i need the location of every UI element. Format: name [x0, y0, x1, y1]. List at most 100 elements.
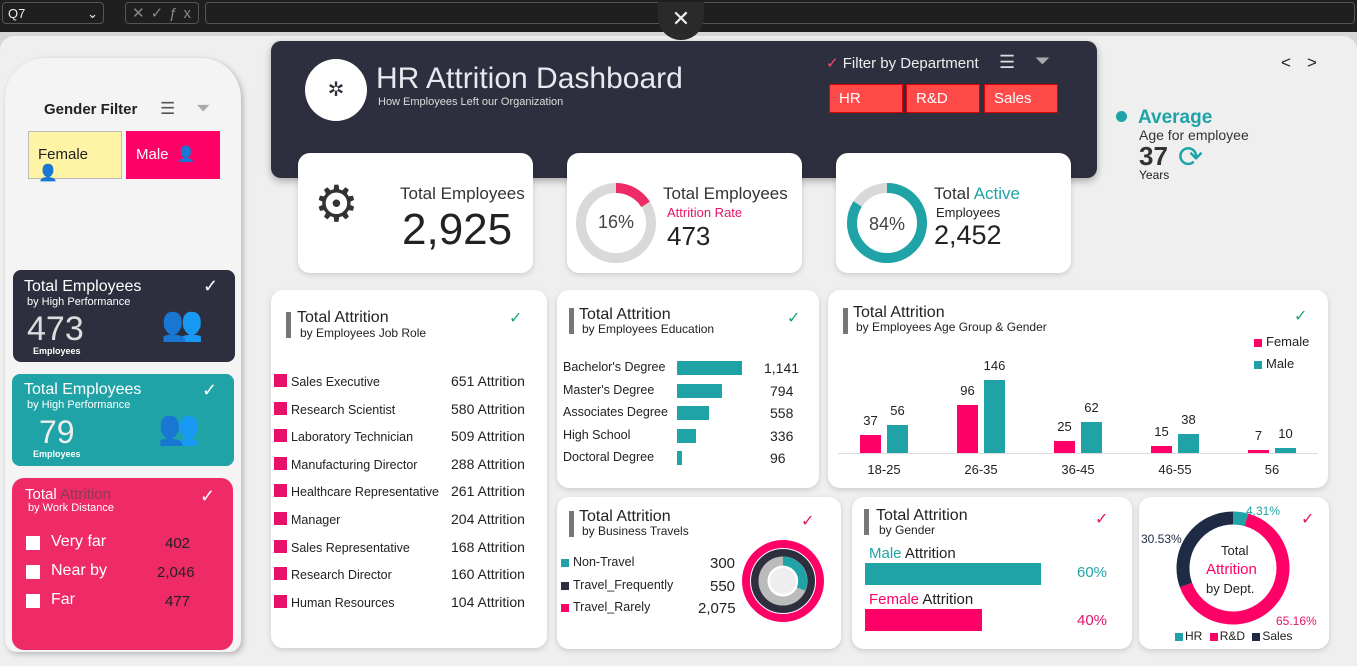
card-unit: Employees [33, 346, 81, 356]
female-label: Female [38, 146, 89, 163]
dept-filter-sales[interactable]: Sales [984, 84, 1058, 113]
age-gender-card: Total Attrition by Employees Age Group &… [828, 290, 1328, 488]
age-bar-female [957, 405, 978, 453]
high-performance-card-2[interactable]: Total Employees by High Performance 79 E… [12, 374, 234, 466]
filter-label: Filter by Department [842, 55, 979, 72]
job-role-value: 204 Attrition [451, 511, 525, 527]
job-role-name: Research Director [291, 568, 392, 583]
travel-label: Non-Travel [573, 555, 635, 569]
multi-select-icon[interactable]: ☰ [999, 52, 1016, 72]
distance-checkbox[interactable] [26, 565, 40, 579]
card-title: Total [25, 486, 57, 503]
check-icon[interactable]: ✓ [202, 380, 218, 400]
job-role-name: Sales Representative [291, 540, 410, 555]
prev-button[interactable]: < [1281, 53, 1291, 72]
bullet-icon [1116, 111, 1127, 122]
check-icon[interactable]: ✓ [1095, 511, 1109, 528]
check-icon[interactable]: ✓ [801, 513, 815, 530]
kpi-value: 2,925 [402, 205, 513, 254]
formula-icons[interactable]: ✕✓ƒx [125, 2, 199, 24]
legend-female: Female [1266, 334, 1310, 349]
label-suffix: Attrition [922, 591, 974, 608]
chevron-down-icon[interactable]: ⌄ [87, 6, 98, 21]
job-role-value: 261 Attrition [451, 483, 525, 500]
age-bar-male [887, 425, 908, 453]
card-subtitle: by Employees Education [582, 322, 715, 336]
card-subtitle: by Employees Age Group & Gender [856, 320, 1047, 334]
travel-label: Travel_Rarely [573, 600, 651, 614]
age-bar-female [1151, 445, 1172, 453]
edu-category: Doctoral Degree [563, 450, 655, 464]
row-swatch [274, 512, 287, 525]
hr-pct: 4.31% [1246, 504, 1281, 518]
bar-value: 25 [1057, 418, 1072, 434]
rd-pct: 65.16% [1276, 614, 1317, 628]
row-swatch [561, 581, 569, 590]
job-role-value: 509 Attrition [451, 428, 525, 445]
card-value: 79 [39, 414, 75, 450]
kpi-value: 473 [667, 221, 711, 251]
clear-filter-icon[interactable]: ⏷ [1035, 51, 1051, 72]
female-bar [865, 609, 983, 631]
bar-value: 10 [1278, 426, 1293, 441]
row-swatch [561, 559, 569, 567]
card-title: Total Employees [24, 381, 142, 398]
high-performance-card[interactable]: Total Employees by High Performance 473 … [13, 270, 235, 362]
edu-value: 558 [770, 405, 794, 421]
donut-center-text: Total [1221, 543, 1249, 558]
kpi-value: 2,452 [934, 220, 1002, 250]
card-title: Total Employees [24, 278, 142, 295]
job-role-row: Healthcare Representative [274, 484, 439, 499]
edu-bar [677, 361, 742, 375]
card-title: Total Attrition [876, 507, 968, 524]
male-filter-button[interactable]: Male 👤 [126, 131, 220, 179]
next-button[interactable]: > [1307, 53, 1317, 72]
education-card: Total Attrition by Employees Education ✓… [557, 290, 819, 488]
card-title: Total Attrition [853, 304, 945, 321]
female-filter-button[interactable]: Female 👤 [28, 131, 122, 182]
kpi-label: Total Employees [400, 184, 525, 203]
edu-bar [677, 383, 723, 398]
dept-filter-hr[interactable]: HR [829, 84, 903, 113]
job-role-name: Research Scientist [291, 402, 396, 417]
kpi-label-accent: Active [973, 184, 1021, 203]
kpi-label: Total [934, 184, 970, 203]
age-bar-female [860, 434, 881, 453]
donut-center-text: Attrition [1206, 561, 1257, 578]
card-title-accent: Attrition [60, 486, 111, 503]
distance-checkbox[interactable] [26, 594, 40, 608]
edu-value: 336 [770, 427, 794, 444]
travel-row: Travel_Frequently [561, 578, 673, 592]
average-unit: Years [1139, 168, 1170, 182]
edu-value: 1,141 [764, 360, 800, 376]
job-role-value: 104 Attrition [451, 593, 525, 610]
row-swatch [274, 484, 287, 498]
clear-filter-icon[interactable]: ⏷ [196, 98, 211, 118]
network-people-icon: ⚙ [314, 176, 359, 232]
dept-attrition-card: Total Attrition by Dept. 4.31% 65.16% 30… [1139, 497, 1329, 649]
check-icon[interactable]: ✓ [200, 486, 216, 506]
name-box[interactable]: Q7 ⌄ [2, 2, 104, 24]
check-icon[interactable]: ✓ [1301, 511, 1315, 528]
female-pct: 40% [1077, 612, 1108, 629]
kpi-label: Total Employees [663, 184, 788, 203]
x-axis [838, 453, 1318, 454]
dept-slice-hr [1232, 511, 1249, 527]
check-icon[interactable]: ✓ [203, 276, 219, 296]
check-icon[interactable]: ✓ [509, 310, 523, 327]
job-role-name: Sales Executive [291, 375, 380, 389]
dept-filter-rd[interactable]: R&D [906, 84, 980, 113]
formula-input[interactable] [205, 2, 1355, 24]
check-icon[interactable]: ✓ [1294, 308, 1308, 325]
check-icon[interactable]: ✓ [787, 310, 801, 327]
dept-slice-rd [1179, 513, 1290, 625]
x-tick-label: 56 [1264, 462, 1280, 477]
age-bar-female [1248, 449, 1269, 453]
job-role-row: Laboratory Technician [274, 429, 413, 444]
edu-bar [677, 451, 683, 465]
distance-checkbox[interactable] [26, 536, 40, 550]
travel-value: 2,075 [698, 600, 736, 617]
sales-pct: 30.53% [1141, 532, 1182, 546]
multi-select-icon[interactable]: ☰ [160, 99, 176, 118]
close-button[interactable]: ✕ [658, 2, 704, 40]
